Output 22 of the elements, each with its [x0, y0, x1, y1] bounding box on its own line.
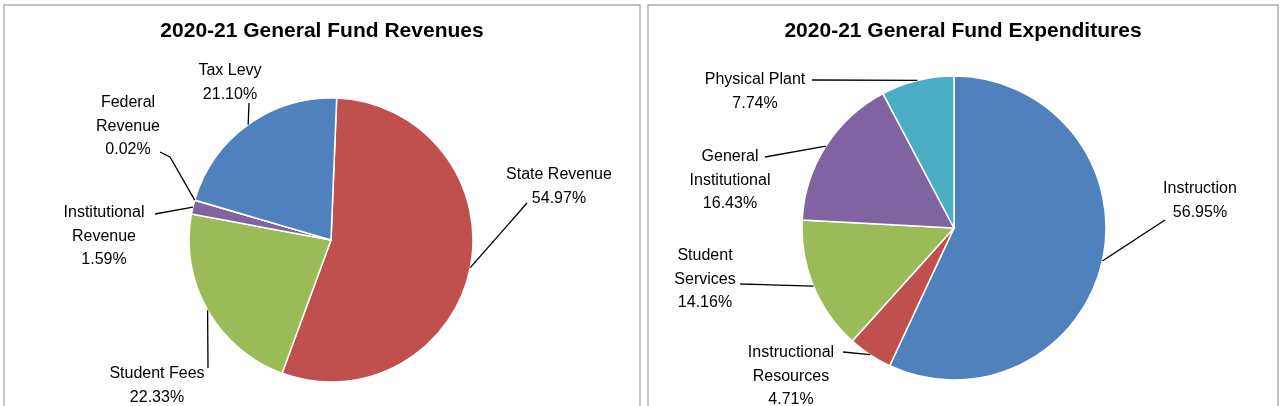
slice-label: Tax Levy — [198, 61, 262, 78]
data-label: 14.16% — [677, 293, 733, 310]
slice-label: Instructional Resources — [747, 343, 835, 384]
data-label: 56.95% — [1172, 202, 1228, 220]
data-label: 54.97% — [531, 188, 587, 206]
slice-label: Institutional Revenue — [63, 203, 145, 244]
slice-label: State Revenue — [506, 165, 613, 182]
data-label: 21.10% — [202, 84, 258, 102]
slice-label: Physical Plant — [704, 70, 806, 87]
chart-title: 2020-21 General Fund Revenues — [160, 18, 484, 41]
data-label: 1.59% — [81, 250, 127, 267]
chart-title: 2020-21 General Fund Expenditures — [784, 18, 1142, 41]
data-label: 7.74% — [732, 93, 778, 111]
data-label: 0.02% — [105, 140, 151, 157]
slice-label: Student Services — [674, 246, 736, 287]
slice-label: Federal Revenue — [95, 93, 161, 134]
data-label: 4.71% — [768, 390, 814, 406]
data-label: 16.43% — [702, 194, 758, 211]
slice-label: Student Fees — [109, 364, 205, 381]
data-label: 22.33% — [129, 387, 185, 405]
slice-label: General Institutional — [689, 147, 771, 188]
slice-label: Instruction — [1163, 179, 1237, 196]
